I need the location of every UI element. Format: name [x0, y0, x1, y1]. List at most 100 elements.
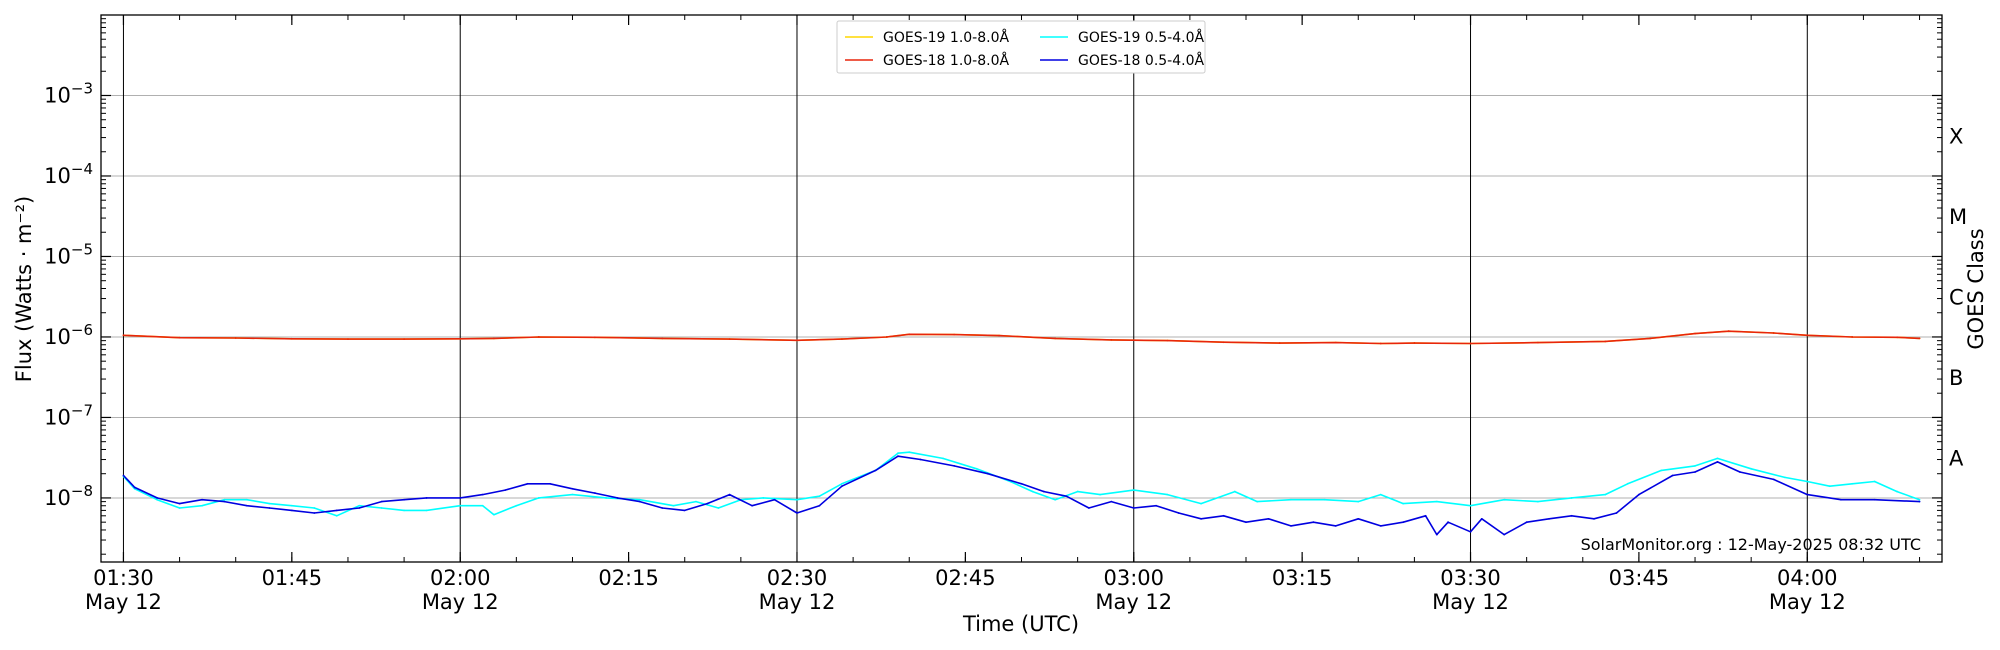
data-point	[695, 500, 697, 503]
data-point	[1896, 336, 1898, 339]
data-point	[1480, 517, 1483, 520]
y-tick-label: 10−6	[44, 321, 93, 349]
data-point	[1806, 480, 1809, 483]
data-point	[594, 492, 596, 494]
data-point	[1379, 524, 1382, 527]
data-point	[1716, 457, 1719, 460]
x-tick-label: 03:45	[1609, 566, 1670, 590]
data-point	[942, 457, 944, 460]
x-tick-label: 03:30	[1440, 566, 1501, 590]
data-point	[1435, 500, 1438, 503]
data-point	[1536, 341, 1539, 344]
data-point	[975, 467, 978, 470]
legend-label: GOES-18 0.5-4.0Å	[1078, 52, 1204, 69]
data-point	[178, 502, 181, 505]
data-point	[773, 498, 776, 501]
data-point	[717, 507, 720, 509]
goes-class-label: X	[1949, 125, 1963, 149]
data-point	[840, 485, 843, 488]
data-point	[1278, 342, 1281, 344]
data-point	[313, 507, 316, 509]
data-point	[661, 337, 664, 340]
x-tick-date-label: May 12	[422, 590, 499, 614]
data-point	[1031, 490, 1034, 493]
data-point	[728, 493, 731, 496]
data-point	[358, 504, 361, 507]
goes-class-label: M	[1949, 205, 1967, 229]
data-point	[1469, 530, 1472, 533]
series-group	[122, 455, 1921, 536]
y-tick-label: 10−8	[44, 482, 93, 510]
data-point	[290, 337, 293, 340]
data-point	[515, 504, 518, 507]
data-point	[1076, 490, 1079, 493]
data-point	[571, 487, 574, 490]
data-point	[897, 455, 899, 458]
data-point	[1222, 341, 1225, 344]
goes-class-label: C	[1949, 286, 1964, 310]
data-point	[1840, 498, 1842, 501]
data-point	[1166, 493, 1169, 496]
data-point	[1548, 517, 1551, 520]
data-point	[335, 509, 338, 512]
data-point	[1593, 517, 1595, 520]
data-point	[840, 338, 843, 341]
data-point	[1177, 512, 1180, 514]
legend-label: GOES-18 1.0-8.0Å	[883, 52, 1009, 69]
data-point	[313, 512, 316, 514]
data-point	[1054, 337, 1057, 340]
data-point	[1413, 342, 1416, 344]
data-point	[1649, 337, 1652, 340]
data-point	[1200, 502, 1203, 505]
credit-text: SolarMonitor.org : 12-May-2025 08:32 UTC	[1581, 535, 1921, 554]
legend-label: GOES-19 1.0-8.0Å	[883, 29, 1009, 46]
data-point	[425, 497, 428, 499]
grid-layer	[101, 15, 1942, 562]
data-point	[1132, 507, 1135, 509]
x-tick-date-label: May 12	[1095, 590, 1172, 614]
data-point	[672, 504, 675, 507]
data-point	[1020, 482, 1023, 485]
data-point	[459, 337, 462, 340]
data-point	[549, 482, 551, 485]
data-point	[1402, 521, 1405, 524]
data-point	[1660, 469, 1663, 472]
data-point	[1716, 461, 1719, 463]
data-point	[874, 469, 877, 472]
data-point	[706, 502, 709, 505]
data-point	[1896, 490, 1898, 493]
data-point	[1828, 485, 1831, 488]
data-point	[1604, 340, 1607, 343]
data-point	[1918, 500, 1921, 503]
data-point	[178, 336, 181, 339]
data-point	[1334, 341, 1337, 344]
data-point	[661, 507, 664, 509]
data-point	[1132, 489, 1135, 492]
data-point	[492, 337, 495, 340]
data-point	[1054, 498, 1057, 501]
data-point	[133, 486, 136, 489]
data-point	[1245, 521, 1247, 524]
data-point	[290, 504, 293, 507]
data-point	[1671, 474, 1674, 477]
data-point	[1570, 497, 1573, 499]
data-point	[347, 338, 349, 341]
data-point	[268, 502, 271, 505]
data-point	[1503, 533, 1506, 536]
data-point	[1290, 524, 1292, 527]
data-point	[1402, 502, 1405, 505]
data-point	[481, 493, 484, 496]
legend-label: GOES-19 0.5-4.0Å	[1078, 29, 1204, 46]
data-point	[201, 504, 203, 507]
data-point	[122, 334, 125, 337]
data-point	[156, 498, 159, 501]
data-point	[459, 504, 462, 507]
data-point	[1155, 504, 1158, 507]
data-point	[156, 497, 159, 499]
data-point	[1873, 498, 1876, 501]
data-point	[1424, 514, 1427, 517]
legend-frame	[836, 20, 1206, 74]
data-point	[537, 336, 540, 338]
data-point	[683, 509, 686, 512]
